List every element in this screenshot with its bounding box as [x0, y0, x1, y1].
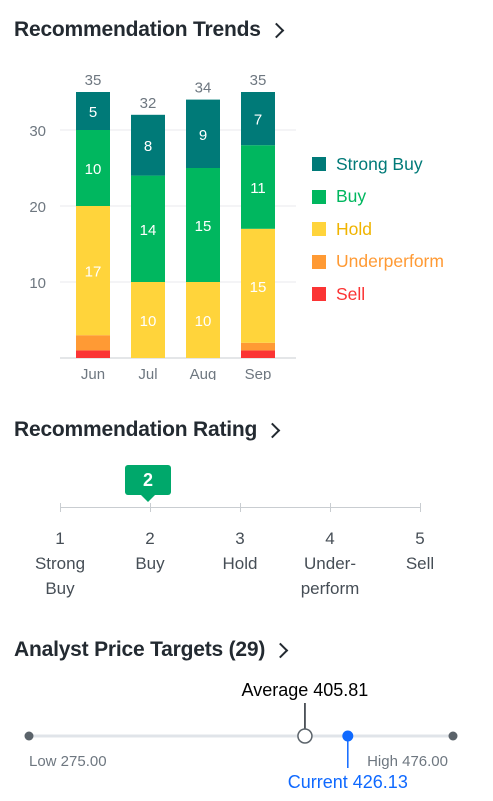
- bar-segment-sell: [241, 350, 275, 358]
- rating-value-badge: 2: [125, 465, 171, 502]
- price-targets-title-link[interactable]: Analyst Price Targets (29): [14, 638, 289, 662]
- rating-label-2: 2 Buy: [90, 526, 210, 576]
- high-label: High 476.00: [367, 753, 448, 770]
- legend-item-hold[interactable]: Hold: [312, 213, 444, 246]
- bar-value-label: 15: [250, 279, 267, 296]
- bar-segment-buy: [131, 175, 165, 282]
- x-tick-label: Sep: [245, 366, 272, 380]
- bar-segment-hold: [186, 282, 220, 358]
- bar-segment-strong-buy: [186, 99, 220, 168]
- bar-value-label: 15: [195, 218, 212, 235]
- bar-segment-buy: [241, 145, 275, 229]
- average-marker: [297, 728, 313, 744]
- bar-segment-sell: [76, 350, 110, 358]
- rating-text: Under-: [304, 554, 356, 573]
- rating-number: 1: [55, 529, 65, 548]
- bar-value-label: 5: [89, 104, 97, 121]
- legend-label: Underperform: [336, 251, 444, 272]
- rating-tick: [150, 503, 151, 512]
- rating-tick: [60, 503, 61, 512]
- bar-value-label: 7: [254, 112, 262, 129]
- price-targets-title: Analyst Price Targets (29): [14, 638, 266, 661]
- bar-value-label: 11: [250, 180, 266, 197]
- current-marker: [342, 730, 354, 742]
- bar-value-label: 8: [144, 138, 152, 155]
- legend-swatch: [312, 157, 326, 172]
- bar-segment-strong-buy: [131, 114, 165, 176]
- low-label: Low 275.00: [29, 753, 107, 770]
- rating-text: perform: [300, 579, 360, 598]
- bar-segment-hold: [76, 206, 110, 336]
- bar-segment-underperform: [241, 342, 275, 351]
- legend-swatch: [312, 287, 326, 302]
- price-targets-chart: Average 405.81 Current 426.13 Low 275.00 Hi…: [24, 680, 458, 792]
- average-label: Average 405.81: [242, 680, 369, 700]
- bar-value-label: 14: [140, 222, 157, 239]
- bar-value-label: 10: [195, 313, 212, 330]
- rating-number: 2: [145, 529, 155, 548]
- bar-total-label: 34: [195, 80, 212, 97]
- chevron-right-icon: [264, 422, 281, 438]
- legend-item-sell[interactable]: Sell: [312, 278, 444, 311]
- rating-text: Sell: [405, 554, 435, 573]
- bar-total-label: 32: [140, 95, 157, 112]
- chevron-right-icon: [268, 22, 284, 38]
- bar-segment-hold: [131, 282, 165, 358]
- legend-item-strong-buy[interactable]: Strong Buy: [312, 148, 444, 181]
- rating-tick: [240, 503, 241, 512]
- bar-value-label: 10: [140, 313, 157, 330]
- rating-tick: [330, 503, 331, 512]
- rating-number: 3: [235, 529, 245, 548]
- legend-item-underperform[interactable]: Underperform: [312, 246, 444, 279]
- rating-label-5: 5 Sell: [360, 526, 480, 576]
- rating-title: Recommendation Rating: [14, 418, 258, 441]
- rating-label-1: 1 Strong Buy: [0, 526, 120, 601]
- rating-text: Strong: [34, 554, 86, 573]
- rating-text: Buy: [45, 579, 75, 598]
- x-tick-label: Jul: [138, 366, 157, 380]
- bar-segment-buy: [186, 168, 220, 282]
- bar-total-label: 35: [250, 72, 267, 89]
- bar-value-label: 17: [85, 264, 102, 281]
- bar-segment-strong-buy: [76, 92, 110, 130]
- bar-value-label: 10: [85, 161, 102, 178]
- y-tick-label: 20: [29, 199, 46, 216]
- y-tick-label: 30: [29, 123, 46, 140]
- x-tick-label: Aug: [190, 366, 217, 380]
- trends-legend: Strong Buy Buy Hold Underperform Sell: [312, 148, 444, 311]
- legend-label: Hold: [336, 218, 372, 239]
- bar-segment-buy: [76, 130, 110, 206]
- rating-label-3: 3 Hold: [180, 526, 300, 576]
- rating-number: 5: [415, 529, 425, 548]
- x-tick-label: Jun: [81, 366, 105, 380]
- legend-swatch: [312, 222, 326, 237]
- legend-label: Strong Buy: [336, 153, 423, 174]
- legend-swatch: [312, 254, 326, 269]
- bar-value-label: 9: [199, 127, 207, 144]
- legend-label: Sell: [336, 283, 366, 304]
- rating-text: Buy: [135, 554, 165, 573]
- low-marker: [24, 731, 34, 741]
- recommendation-trends-chart: 10 20 30 17 10 5 35 Jun 10 14 8 32 Jul 10 15 9 34 Aug 15 11…: [29, 72, 296, 380]
- rating-tick: [420, 503, 421, 512]
- chevron-right-icon: [272, 642, 289, 658]
- trends-title-link[interactable]: Recommendation Trends: [14, 18, 284, 42]
- legend-label: Buy: [336, 186, 367, 207]
- legend-item-buy[interactable]: Buy: [312, 181, 444, 214]
- trends-title: Recommendation Trends: [14, 18, 261, 41]
- rating-number: 4: [325, 529, 335, 548]
- high-marker: [448, 731, 458, 741]
- rating-title-link[interactable]: Recommendation Rating: [14, 418, 281, 442]
- bar-total-label: 35: [85, 72, 102, 89]
- current-label: Current 426.13: [288, 772, 408, 792]
- bar-segment-strong-buy: [241, 92, 275, 146]
- bar-segment-hold: [241, 228, 275, 343]
- legend-swatch: [312, 189, 326, 204]
- bar-segment-underperform: [76, 335, 110, 351]
- rating-text: Hold: [222, 554, 258, 573]
- y-tick-label: 10: [29, 275, 46, 292]
- rating-label-4: 4 Under-perform: [270, 526, 390, 601]
